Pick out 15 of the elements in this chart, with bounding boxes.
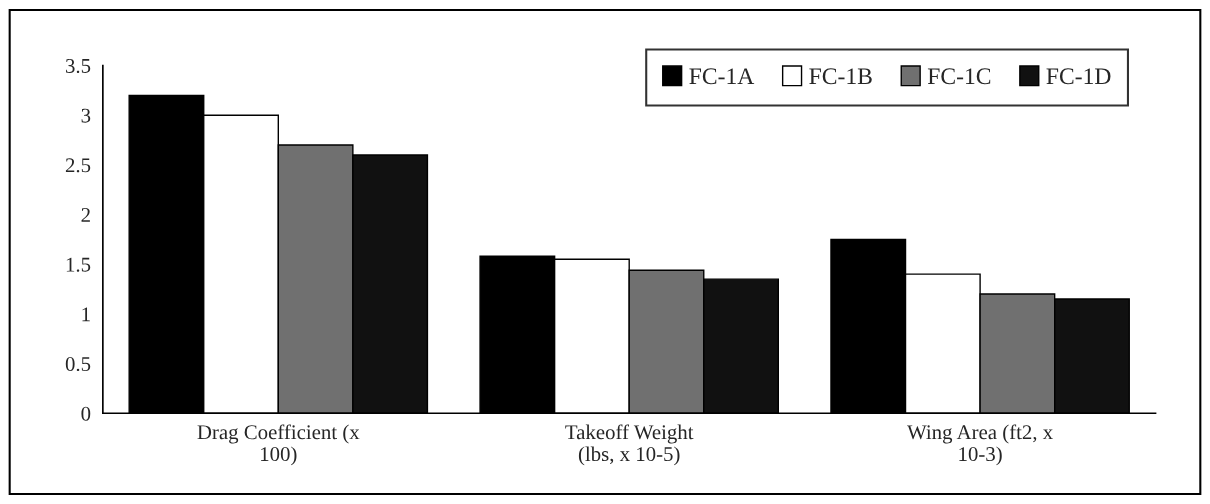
y-tick-label: 1.5: [66, 257, 91, 272]
y-tick-label: 2: [81, 207, 90, 222]
legend-label: FC-1C: [927, 68, 991, 85]
y-tick-label: 2.5: [65, 158, 91, 173]
legend-label: FC-1A: [689, 68, 755, 85]
x-tick-label: Wing Area (ft2, x 10-3): [907, 424, 1053, 466]
y-tick-label: 0: [81, 406, 91, 421]
y-tick-label: 3: [81, 108, 91, 123]
legend-label: FC-1D: [1046, 68, 1111, 85]
y-tick-label: 1: [82, 307, 90, 322]
legend-label: FC-1B: [809, 68, 872, 85]
y-tick-label: 0.5: [65, 356, 91, 372]
y-tick-label: 3.5: [66, 58, 91, 74]
x-tick-label: Drag Coefficient (x 100): [197, 424, 360, 466]
x-tick-label: Takeoff Weight (lbs, x 10-5): [565, 424, 694, 466]
